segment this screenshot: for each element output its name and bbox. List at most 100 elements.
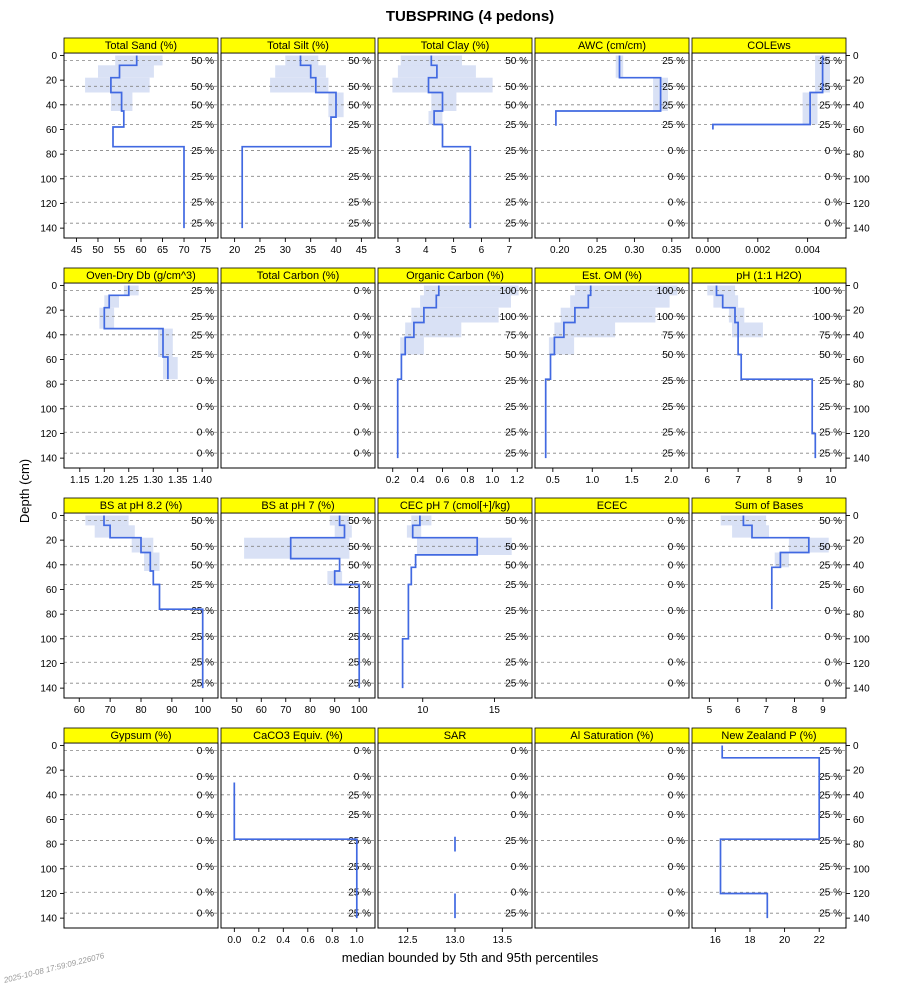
contributing-fraction-label: 25 % <box>819 746 842 757</box>
panel-strip <box>63 267 219 284</box>
caption: median bounded by 5th and 95th percentil… <box>341 950 599 965</box>
contributing-fraction-label: 0 % <box>511 772 528 783</box>
contributing-fraction-label: 25 % <box>348 172 371 183</box>
panel-total-sand: 50 % 50 % 50 % 25 % 25 % 25 % 25 % 25 % Total Sa… <box>40 37 219 256</box>
y-tick-label: 0 <box>853 511 859 522</box>
contributing-fraction-label: 25 % <box>819 56 842 67</box>
contributing-fraction-label: 25 % <box>505 120 528 131</box>
panel-gypsum: 0 % 0 % 0 % 0 % 0 % 0 % 0 % 0 % Gypsum (%) 0 20 40 6… <box>40 727 219 929</box>
percentile-band <box>98 65 154 78</box>
y-tick-label: 40 <box>853 330 865 341</box>
median-line <box>396 285 440 459</box>
panel-total-carbon: 0 % 0 % 0 % 0 % 0 % 0 % 0 % 0 % Total Carbon (%) <box>220 267 376 469</box>
contributing-fraction-label: 25 % <box>505 606 528 617</box>
percentile-band <box>423 285 519 296</box>
y-tick-label: 0 <box>51 51 57 62</box>
contributing-fraction-label: 50 % <box>505 560 528 571</box>
panel-ecec: 0 % 0 % 0 % 0 % 0 % 0 % 0 % 0 % ECEC <box>534 497 690 699</box>
panel-title: Total Sand (%) <box>105 40 177 52</box>
x-tick-label: 13.5 <box>493 935 513 946</box>
percentile-band <box>732 525 769 538</box>
percentile-band <box>275 65 326 78</box>
x-tick-label: 7 <box>507 245 513 256</box>
median-line <box>233 782 358 919</box>
contributing-fraction-label: 0 % <box>354 428 371 439</box>
contributing-fraction-label: 25 % <box>819 449 842 460</box>
median-line <box>555 55 662 126</box>
y-tick-label: 60 <box>853 355 865 366</box>
percentile-band <box>431 92 457 111</box>
panel-background <box>692 283 846 468</box>
x-tick-label: 0.6 <box>301 935 315 946</box>
panel-title: AWC (cm/cm) <box>578 40 646 52</box>
panel-title: Total Silt (%) <box>267 40 329 52</box>
contributing-fraction-label: 75 % <box>662 330 685 341</box>
percentile-band <box>411 307 499 323</box>
panel-strip <box>377 37 533 54</box>
panel-bs-ph82: 50 %50 %50 %25 %25 %25 %25 %25 %BS at pH… <box>40 497 219 716</box>
panel-strip <box>691 727 847 744</box>
panel-strip <box>220 727 376 744</box>
percentile-band <box>158 328 173 357</box>
x-tick-label: 70 <box>105 705 117 716</box>
x-tick-label: 9 <box>797 475 803 486</box>
y-tick-label: 120 <box>853 889 870 900</box>
page-title: TUBSPRING (4 pedons) <box>385 8 555 25</box>
percentile-band <box>85 77 150 93</box>
x-tick-label: 7 <box>735 475 741 486</box>
panel-background <box>64 743 218 928</box>
contributing-fraction-label: 0 % <box>354 350 371 361</box>
contributing-fraction-label: 0 % <box>668 516 685 527</box>
x-tick-label: 13.0 <box>445 935 465 946</box>
contributing-fraction-label: 0 % <box>197 746 214 757</box>
percentile-band <box>420 295 511 308</box>
x-tick-label: 15 <box>489 705 501 716</box>
x-tick-label: 7 <box>763 705 769 716</box>
panel-strip <box>220 37 376 54</box>
y-tick-label: 120 <box>40 659 57 670</box>
percentile-band <box>732 322 763 338</box>
contributing-fraction-label: 25 % <box>662 449 685 460</box>
contributing-fraction-label: 25 % <box>662 100 685 111</box>
y-tick-label: 40 <box>46 100 58 111</box>
contributing-fraction-label: 25 % <box>819 100 842 111</box>
y-tick-label: 100 <box>853 404 870 415</box>
panel-background <box>535 743 689 928</box>
x-tick-label: 0.2 <box>386 475 400 486</box>
contributing-fraction-label: 25 % <box>191 312 214 323</box>
x-tick-label: 60 <box>256 705 268 716</box>
percentile-band <box>707 285 736 296</box>
panel-title: CEC pH 7 (cmol[+]/kg) <box>400 500 510 512</box>
panel-sar: 0 % 0 % 0 % 0 % 25 % 0 % 0 % 25 % SAR 12.5 13.0 13.… <box>377 727 533 946</box>
panel-title: Organic Carbon (%) <box>406 270 504 282</box>
contributing-fraction-label: 0 % <box>511 810 528 821</box>
contributing-fraction-label: 0 % <box>197 909 214 920</box>
x-tick-label: 30 <box>280 245 292 256</box>
x-tick-label: 55 <box>114 245 126 256</box>
x-tick-label: 0.6 <box>436 475 450 486</box>
percentile-band <box>144 552 160 571</box>
median-line <box>712 55 824 130</box>
contributing-fraction-label: 0 % <box>668 746 685 757</box>
percentile-band <box>406 525 422 538</box>
y-tick-label: 120 <box>40 889 57 900</box>
x-tick-label: 0.000 <box>695 245 720 256</box>
x-tick-label: 0.30 <box>625 245 645 256</box>
contributing-fraction-label: 100 % <box>814 286 842 297</box>
contributing-fraction-label: 50 % <box>348 542 371 553</box>
y-tick-label: 20 <box>853 536 865 547</box>
percentile-band <box>570 295 670 308</box>
panel-bs-ph7: 50 %50 %50 %25 %25 %25 %25 %25 %BS at pH… <box>220 497 376 716</box>
y-tick-label: 60 <box>46 585 58 596</box>
panel-oven-dry-db: 25 % 25 % 25 % 25 % 0 % 0 % 0 % 0 % Oven-Dry Db … <box>40 267 219 486</box>
panel-title: pH (1:1 H2O) <box>736 270 801 282</box>
percentile-band <box>548 337 575 355</box>
x-tick-label: 18 <box>744 935 756 946</box>
contributing-fraction-label: 50 % <box>348 82 371 93</box>
x-tick-label: 1.15 <box>70 475 90 486</box>
contributing-fraction-label: 0 % <box>825 219 842 230</box>
panel-title: Oven-Dry Db (g/cm^3) <box>86 270 196 282</box>
contributing-fraction-label: 25 % <box>819 909 842 920</box>
percentile-band <box>104 295 119 308</box>
